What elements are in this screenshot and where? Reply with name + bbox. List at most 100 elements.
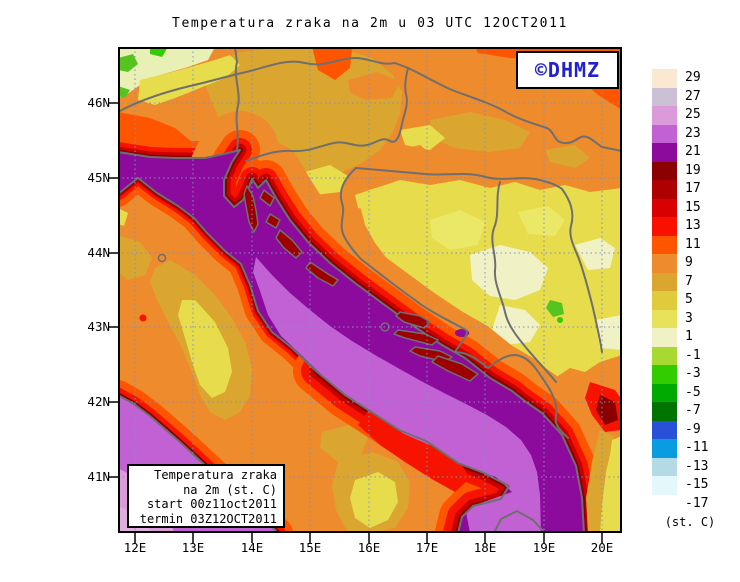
legend-row: 1 — [652, 328, 708, 347]
legend-value-label: 9 — [685, 255, 693, 270]
dhmz-logo-box: ©DHMZ — [516, 51, 619, 89]
legend-value-label: -3 — [685, 366, 701, 381]
adriatic-core-warmer — [253, 257, 541, 533]
run-info-box: Temperatura zraka na 2m (st. C) start 00… — [127, 464, 285, 528]
legend-swatch — [652, 328, 677, 347]
legend-value-label: 15 — [685, 199, 701, 215]
legend-value-label: -17 — [685, 495, 709, 511]
legend-value-label: 1 — [685, 329, 693, 344]
map-frame — [108, 47, 622, 543]
legend-swatch — [652, 180, 677, 199]
legend-swatch — [652, 161, 677, 180]
legend-swatch — [652, 420, 677, 439]
legend-value-label: -13 — [685, 458, 709, 474]
legend-swatch — [652, 365, 677, 384]
legend-value-label: 7 — [685, 273, 693, 289]
legend-value-label: 17 — [685, 181, 701, 196]
lat-tick-label: 45N — [87, 170, 110, 185]
country-borders — [118, 47, 622, 439]
axis-ticks — [108, 102, 603, 543]
legend-row: 9 — [652, 254, 708, 273]
legend-value-label: 5 — [685, 292, 693, 307]
legend-value-label: -5 — [685, 384, 701, 400]
legend-row: -3 — [652, 365, 708, 384]
legend-row: -11 — [652, 439, 708, 458]
legend-swatch — [652, 106, 677, 125]
legend-swatch — [652, 494, 677, 513]
legend-value-label: -9 — [685, 421, 701, 437]
lat-tick-label: 42N — [87, 394, 110, 409]
legend-swatch — [652, 198, 677, 217]
legend-row: -7 — [652, 402, 708, 421]
legend-swatch — [652, 124, 677, 143]
islands — [157, 185, 479, 382]
legend-value-label: 11 — [685, 236, 701, 252]
lon-tick-label: 12E — [123, 540, 147, 555]
lon-tick-label: 13E — [181, 540, 205, 555]
lon-tick-label: 17E — [415, 540, 439, 555]
legend-row: 5 — [652, 291, 708, 310]
legend-swatch — [652, 217, 677, 236]
legend-swatch — [652, 272, 677, 291]
legend-value-label: 29 — [685, 70, 701, 85]
temperature-legend: 29 27 25 23 21 19 17 15 13 11 9 7 5 3 1 -1 -3 -5 -7 -9 -11 -1… — [652, 69, 708, 513]
legend-row: -1 — [652, 346, 708, 365]
info-line-level: na 2m (st. C) — [183, 482, 277, 497]
legend-swatch — [652, 235, 677, 254]
legend-value-label: -15 — [685, 477, 709, 492]
legend-swatch — [652, 87, 677, 106]
lon-tick-label: 19E — [532, 540, 556, 555]
legend-value-label: -11 — [685, 440, 709, 455]
legend-row: -9 — [652, 420, 708, 439]
legend-swatch — [652, 291, 677, 310]
legend-value-label: 19 — [685, 162, 701, 178]
legend-swatch — [652, 476, 677, 495]
legend-row: 23 — [652, 124, 708, 143]
temperature-field — [118, 47, 622, 533]
grid-lines — [118, 47, 622, 533]
legend-row: 13 — [652, 217, 708, 236]
legend-row: -17 — [652, 494, 709, 513]
legend-row: -13 — [652, 457, 709, 476]
legend-row: 17 — [652, 180, 708, 199]
legend-swatch — [652, 383, 677, 402]
legend-unit-label: (st. C) — [664, 515, 716, 529]
lat-tick-label: 43N — [87, 319, 110, 334]
legend-row: 29 — [652, 69, 708, 88]
legend-row: 25 — [652, 106, 708, 125]
dhmz-logo-text: ©DHMZ — [534, 58, 601, 82]
legend-row: 11 — [652, 235, 708, 254]
legend-value-label: 13 — [685, 218, 701, 233]
legend-value-label: 25 — [685, 107, 701, 122]
legend-swatch — [652, 143, 677, 162]
legend-value-label: 3 — [685, 310, 693, 326]
lon-tick-label: 15E — [298, 540, 322, 555]
lat-tick-label: 41N — [87, 469, 110, 484]
lat-tick-label: 46N — [87, 95, 110, 110]
lat-tick-label: 44N — [87, 245, 110, 260]
legend-row: 15 — [652, 198, 708, 217]
legend-swatch — [652, 439, 677, 458]
legend-swatch — [652, 457, 677, 476]
info-line-termin: termin 03Z12OCT2011 — [139, 511, 277, 526]
legend-swatch — [652, 346, 677, 365]
legend-row: 21 — [652, 143, 708, 162]
page-title: Temperatura zraka na 2m u 03 UTC 12OCT20… — [172, 16, 568, 31]
legend-row: -5 — [652, 383, 708, 402]
legend-swatch — [652, 254, 677, 273]
legend-value-label: 21 — [685, 144, 701, 159]
lon-tick-label: 16E — [357, 540, 381, 555]
legend-swatch — [652, 402, 677, 421]
legend-value-label: -7 — [685, 403, 701, 418]
info-line-variable: Temperatura zraka — [154, 468, 277, 482]
legend-row: 27 — [652, 87, 708, 106]
legend-value-label: 27 — [685, 88, 701, 104]
legend-row: 7 — [652, 272, 708, 291]
legend-value-label: -1 — [685, 347, 701, 363]
legend-swatch — [652, 69, 677, 88]
legend-row: 3 — [652, 309, 708, 328]
legend-swatch — [652, 309, 677, 328]
lon-tick-label: 20E — [590, 540, 614, 555]
